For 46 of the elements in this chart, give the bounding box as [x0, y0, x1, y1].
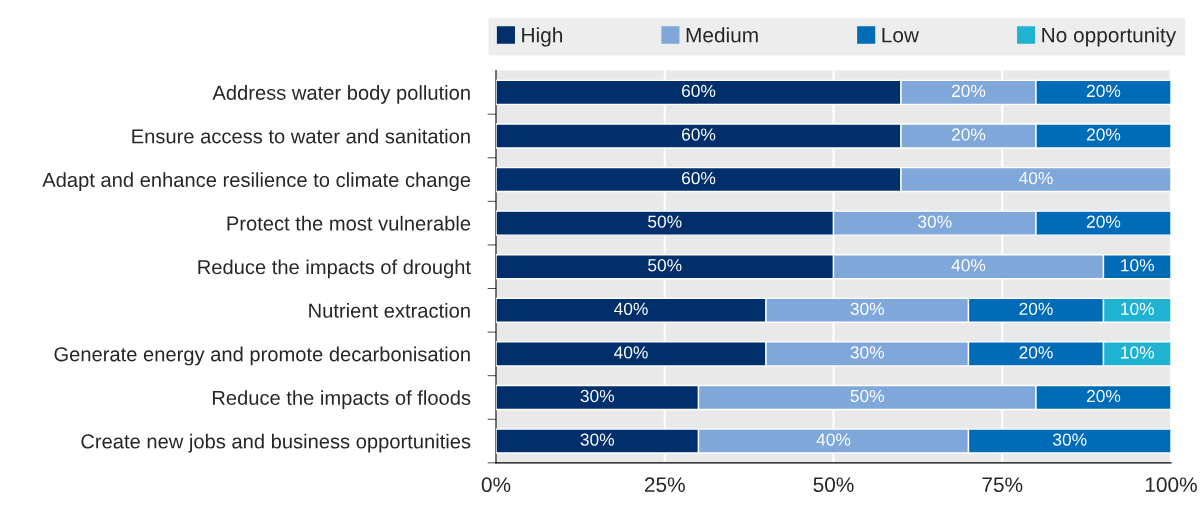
data-label: 20%	[1086, 389, 1121, 403]
data-label: 30%	[918, 215, 952, 228]
y-tick-label: Create new jobs and business opportunities	[81, 433, 471, 453]
data-label: 30%	[850, 302, 884, 315]
data-label: 40%	[614, 346, 648, 359]
x-tick-label: 25%	[644, 477, 685, 493]
y-tick-label: Nutrient extraction	[309, 303, 470, 318]
x-tick-label: 75%	[982, 477, 1023, 493]
data-label: 50%	[850, 389, 884, 403]
y-tick-label: Reduce the impacts of floods	[212, 390, 471, 409]
data-label: 40%	[816, 433, 851, 446]
legend-label: High	[522, 27, 563, 47]
data-label: 20%	[951, 84, 986, 98]
data-label: 30%	[580, 433, 615, 446]
x-tick-label: 100%	[1145, 477, 1197, 493]
data-label: 50%	[648, 259, 682, 272]
data-label: 30%	[1053, 433, 1087, 446]
data-label: 60%	[682, 128, 716, 141]
x-tick-label: 50%	[813, 477, 854, 493]
data-label: 40%	[951, 259, 986, 272]
y-tick-label: Protect the most vulnerable	[227, 215, 471, 231]
y-tick-label: Generate energy and promote decarbonisation	[54, 346, 470, 366]
data-label: 20%	[1019, 346, 1053, 359]
data-label: 20%	[1086, 215, 1121, 228]
legend-label: Medium	[686, 27, 758, 43]
legend-label: Low	[882, 27, 920, 43]
y-tick-label: Ensure access to water and sanitation	[132, 128, 470, 144]
data-label: 10%	[1121, 259, 1154, 272]
y-tick-label: Reduce the impacts of drought	[198, 259, 471, 279]
x-tick-label: 0%	[481, 477, 511, 493]
data-label: 20%	[951, 128, 986, 141]
data-label: 40%	[1019, 171, 1053, 185]
data-label: 20%	[1086, 128, 1121, 141]
y-tick-label: Address water body pollution	[212, 85, 470, 104]
data-label: 20%	[1086, 84, 1121, 98]
data-label: 30%	[580, 389, 615, 403]
y-tick-label: Adapt and enhance resilience to climate change	[42, 172, 471, 192]
data-label: 30%	[850, 346, 884, 359]
data-label: 20%	[1019, 302, 1053, 315]
data-label: 50%	[648, 215, 682, 228]
legend-label: No opportunity	[1042, 27, 1177, 47]
data-label: 60%	[682, 84, 716, 98]
data-label: 40%	[614, 302, 648, 315]
data-label: 10%	[1121, 302, 1154, 315]
data-label: 10%	[1121, 346, 1154, 359]
data-label: 60%	[682, 171, 716, 185]
